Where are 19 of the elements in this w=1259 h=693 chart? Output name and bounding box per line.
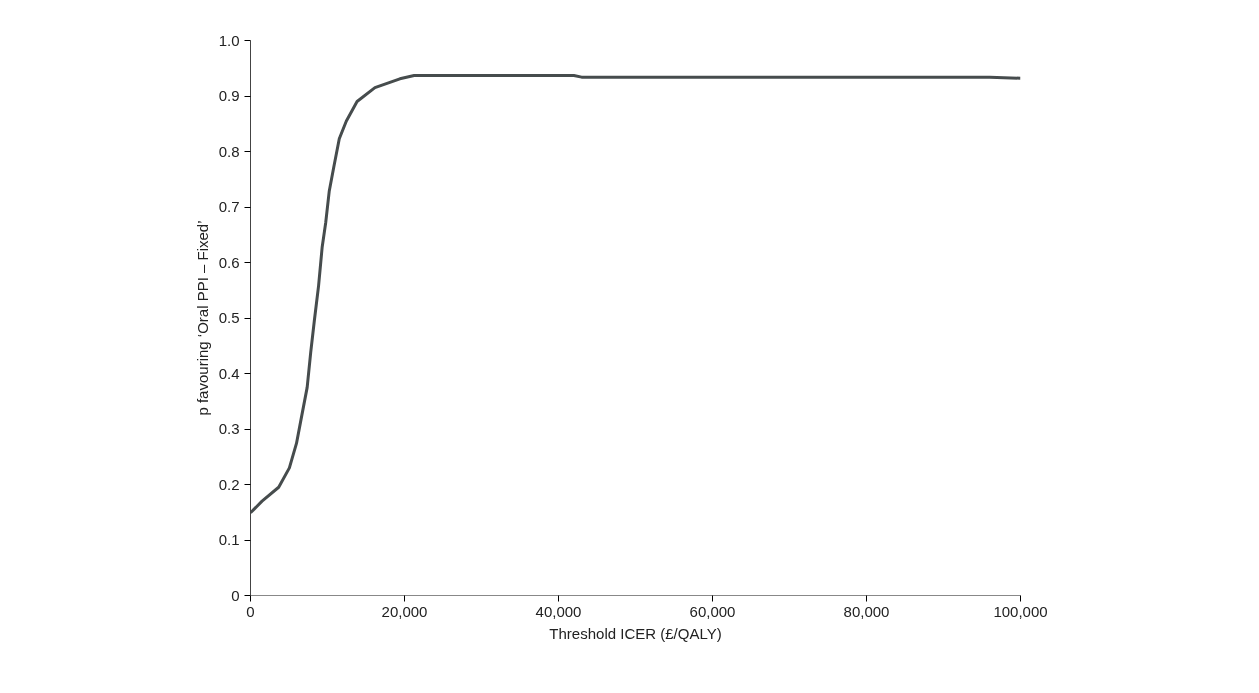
y-tick-label: 0.4 — [218, 364, 240, 382]
y-tick-label: 0 — [231, 586, 240, 604]
y-tick-label: 1.0 — [218, 31, 240, 49]
x-tick-label: 100,000 — [993, 602, 1048, 620]
y-tick-label: 0.8 — [218, 142, 240, 160]
y-tick-label: 0.7 — [218, 198, 240, 215]
y-tick-label: 0.9 — [218, 87, 240, 104]
x-tick-label: 60,000 — [689, 602, 736, 620]
x-axis-title: Threshold ICER (£/QALY) — [549, 624, 722, 642]
y-tick-label: 0.5 — [218, 309, 240, 326]
x-tick-label: 0 — [246, 602, 255, 620]
x-tick-label: 80,000 — [843, 602, 890, 620]
y-axis-title: p favouring ‘Oral PPI – Fixed’ — [193, 220, 211, 416]
y-tick-label: 0.2 — [218, 475, 240, 493]
x-tick-label: 40,000 — [535, 602, 582, 620]
x-tick-label: 20,000 — [381, 602, 428, 620]
y-tick-label: 0.3 — [218, 420, 240, 437]
y-tick-label: 0.1 — [218, 531, 240, 548]
y-tick-label: 0.6 — [218, 253, 240, 271]
